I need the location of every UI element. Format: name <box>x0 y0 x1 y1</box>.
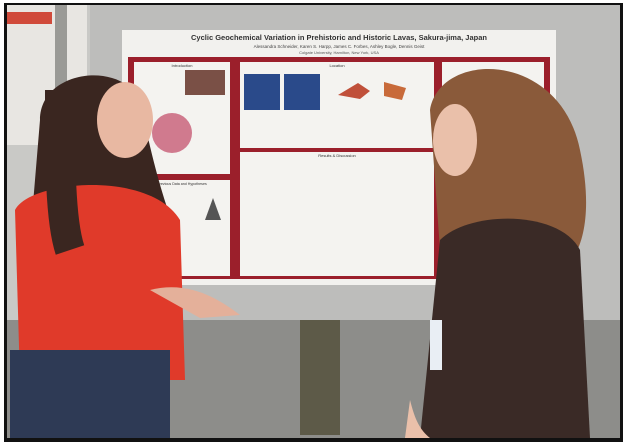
hand <box>405 400 430 438</box>
poster-box <box>240 152 434 276</box>
poster-map <box>338 83 370 99</box>
poster-map <box>284 74 320 110</box>
lace-dress <box>420 218 590 438</box>
jeans <box>10 350 170 438</box>
person-left <box>10 75 240 438</box>
face <box>97 82 153 158</box>
background-person-legs <box>300 320 340 435</box>
background-sign <box>7 12 52 24</box>
poster-authors: Alessandra Schneider, Karen S. Harpp, Ja… <box>254 44 426 49</box>
person-right <box>405 69 590 438</box>
section-heading: Previous Data and Hypotheses <box>157 182 207 186</box>
section-heading: Location <box>329 63 344 68</box>
poster-map <box>244 74 280 110</box>
poster-affiliation: Colgate University, Hamilton, New York, … <box>299 50 379 55</box>
poster-title: Cyclic Geochemical Variation in Prehisto… <box>191 33 487 42</box>
poster-image <box>185 70 225 95</box>
poster-map <box>152 113 192 153</box>
section-heading: Introduction <box>172 63 193 68</box>
poster-map <box>384 82 406 100</box>
hair-strand <box>45 89 85 255</box>
section-heading: Results & Discussion <box>318 153 356 158</box>
face <box>433 104 477 176</box>
badge <box>430 320 442 370</box>
poster-diagram <box>205 198 221 220</box>
hand <box>150 287 240 318</box>
